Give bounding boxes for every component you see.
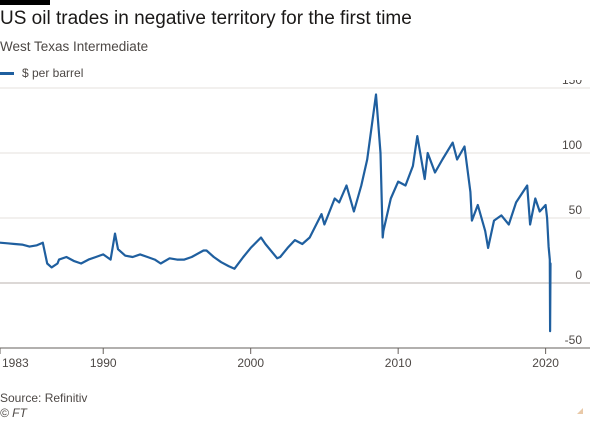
x-tick-label: 1990 [90, 356, 117, 370]
x-tick-label: 2020 [532, 356, 559, 370]
x-tick-label: 2000 [237, 356, 264, 370]
y-tick-label: 150 [562, 80, 582, 87]
y-tick-label: 100 [562, 138, 582, 152]
chart-title: US oil trades in negative territory for … [0, 8, 412, 29]
y-tick-label: 50 [569, 203, 583, 217]
ft-credit: © FT [0, 406, 27, 420]
legend-label: $ per barrel [22, 66, 84, 80]
series-line-wti [0, 93, 552, 333]
corner-mark-icon [577, 408, 583, 414]
x-tick-label: 1983 [2, 356, 29, 370]
line-chart: 150 100 50 0 -50 1983 1990 2000 2010 2020 [0, 80, 590, 370]
brand-bar [0, 0, 50, 5]
y-tick-label: 0 [575, 268, 582, 282]
chart-subtitle: West Texas Intermediate [0, 39, 149, 54]
legend-swatch [0, 71, 14, 75]
source-note: Source: Refinitiv [0, 391, 88, 405]
x-tick-label: 2010 [385, 356, 412, 370]
y-tick-label: -50 [565, 333, 583, 347]
legend: $ per barrel [0, 66, 83, 80]
